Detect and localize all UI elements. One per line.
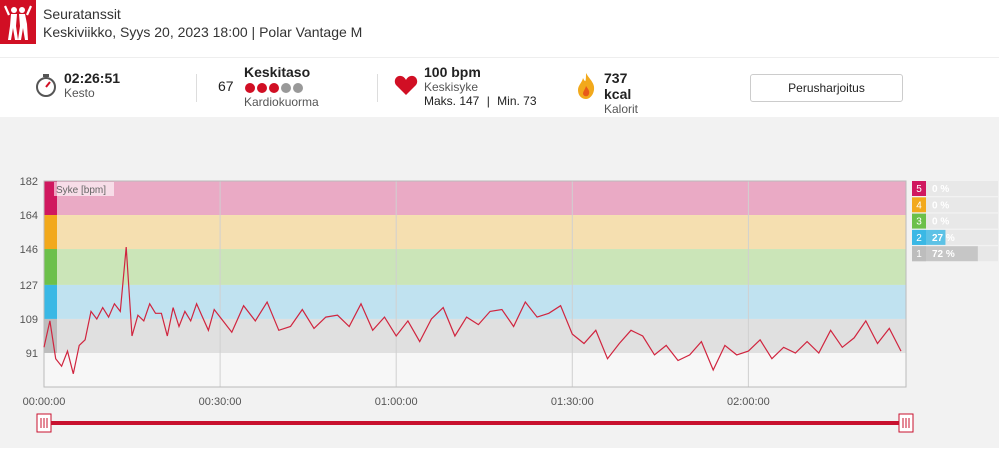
zone-legend-number: 2 bbox=[916, 233, 922, 244]
zone-marker-3 bbox=[44, 249, 57, 285]
hr-range: Maks. 147 | Min. 73 bbox=[424, 94, 564, 108]
heart-rate-chart: 182 164 146 127 109 91 00:00:00 00:30:00 01:00:0… bbox=[0, 117, 999, 448]
chart-title: Syke [bpm] bbox=[56, 185, 106, 196]
x-tick-label: 02:00:00 bbox=[727, 396, 770, 408]
zone-legend-fill-1 bbox=[912, 246, 978, 262]
y-tick-label: 182 bbox=[20, 176, 38, 188]
y-tick-label: 146 bbox=[20, 244, 38, 256]
zone-legend-percent: 0 % bbox=[932, 200, 949, 211]
x-tick-label: 00:00:00 bbox=[23, 396, 66, 408]
hr-separator: | bbox=[486, 94, 490, 108]
chart-title-bg bbox=[54, 182, 114, 196]
load-value: 67 bbox=[218, 78, 234, 94]
zone-legend-marker-3 bbox=[912, 213, 926, 229]
dance-icon bbox=[0, 0, 36, 44]
zone-legend-marker-4 bbox=[912, 197, 926, 213]
zone-legend-number: 4 bbox=[916, 200, 922, 211]
flame-icon bbox=[576, 72, 596, 105]
load-dots-icon bbox=[244, 81, 364, 95]
zone-legend-bg-4 bbox=[912, 197, 998, 213]
zone-band-1 bbox=[44, 318, 906, 353]
calories-label: Kalorit bbox=[604, 102, 639, 116]
calories-value: 737 kcal bbox=[604, 70, 632, 102]
zone-legend-bg-5 bbox=[912, 181, 998, 196]
zone-band-5 bbox=[44, 181, 906, 216]
y-tick-label: 164 bbox=[20, 210, 38, 222]
heart-rate-line bbox=[43, 247, 902, 374]
zone-legend-number: 3 bbox=[916, 217, 922, 228]
training-type-button[interactable]: Perusharjoitus bbox=[750, 74, 903, 102]
x-tick-label: 01:00:00 bbox=[375, 396, 418, 408]
range-slider-track[interactable] bbox=[44, 421, 906, 425]
workout-header: Seuratanssit Keskiviikko, Syys 20, 2023 … bbox=[0, 0, 999, 50]
heart-icon bbox=[394, 74, 418, 101]
min-hr: Min. 73 bbox=[497, 94, 537, 108]
divider bbox=[377, 74, 378, 102]
x-tick-label: 01:30:00 bbox=[551, 396, 594, 408]
zone-legend-percent: 72 % bbox=[932, 249, 955, 260]
max-hr: Maks. 147 bbox=[424, 94, 480, 108]
summary-bar: 02:26:51 Kesto 67 Keskitaso Kardiokuorma bbox=[0, 57, 999, 117]
avg-hr-label: Keskisyke bbox=[424, 80, 479, 94]
plot-border bbox=[43, 180, 907, 388]
sport-name: Seuratanssit bbox=[43, 6, 121, 22]
x-tick-label: 00:30:00 bbox=[199, 396, 242, 408]
zone-band-2 bbox=[44, 284, 906, 319]
y-tick-label: 109 bbox=[20, 314, 38, 326]
zone-legend-marker-1 bbox=[912, 246, 926, 262]
heart-rate-chart-svg: 182 164 146 127 109 91 00:00:00 00:30:00 01:00:0… bbox=[20, 176, 998, 433]
zone-marker-5 bbox=[44, 181, 57, 216]
zone-legend-number: 5 bbox=[916, 184, 922, 195]
zone-marker-2 bbox=[44, 284, 57, 319]
duration-value: 02:26:51 bbox=[64, 70, 121, 86]
zone-band-4 bbox=[44, 215, 906, 250]
divider bbox=[196, 74, 197, 102]
zone-legend-bg-3 bbox=[912, 213, 998, 229]
zone-marker-4 bbox=[44, 215, 57, 250]
zone-band-3 bbox=[44, 249, 906, 285]
load-label: Kardiokuorma bbox=[244, 95, 319, 109]
zone-legend-percent: 0 % bbox=[932, 184, 949, 195]
zone-legend-percent: 27 % bbox=[932, 233, 955, 244]
zone-legend-percent: 0 % bbox=[932, 217, 949, 228]
y-tick-label: 91 bbox=[26, 348, 38, 360]
stopwatch-icon bbox=[34, 72, 58, 103]
load-title: Keskitaso bbox=[244, 64, 311, 80]
zone-legend-number: 1 bbox=[916, 249, 922, 260]
workout-subtitle: Keskiviikko, Syys 20, 2023 18:00 | Polar… bbox=[43, 24, 363, 40]
avg-hr-value: 100 bpm bbox=[424, 64, 481, 80]
zone-legend-marker-5 bbox=[912, 181, 926, 196]
y-tick-label: 127 bbox=[20, 280, 38, 292]
zone-legend-marker-2 bbox=[912, 229, 926, 245]
duration-label: Kesto bbox=[64, 86, 95, 100]
